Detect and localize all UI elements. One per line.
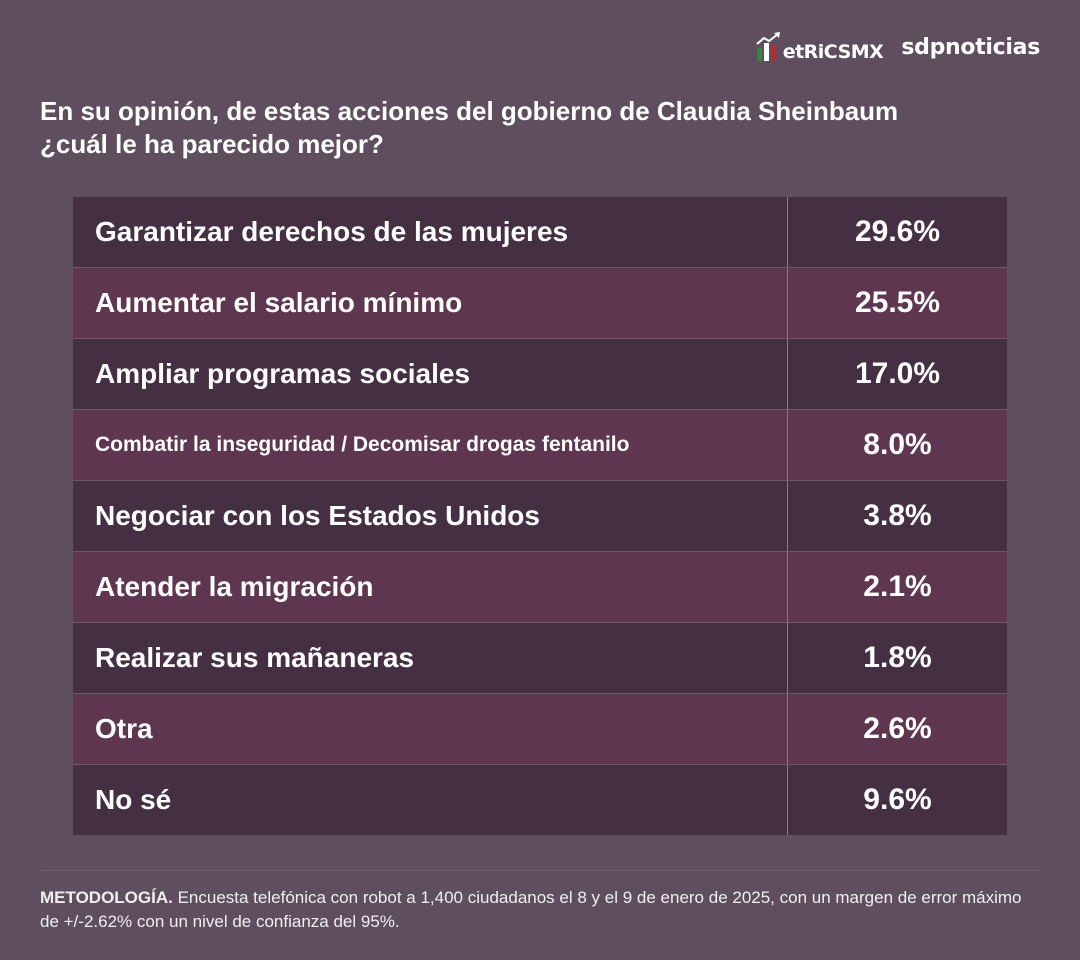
bar-chart-arrow-icon	[756, 32, 780, 61]
table-row: Ampliar programas sociales 17.0%	[73, 339, 1007, 410]
chart-title: En su opinión, de estas acciones del gob…	[40, 95, 1040, 161]
row-value: 2.1%	[863, 570, 932, 603]
metricsmx-logo: etRiCSMX	[756, 32, 884, 62]
table-row: Otra 2.6%	[73, 694, 1007, 765]
row-label: Negociar con los Estados Unidos	[73, 481, 788, 551]
row-value: 17.0%	[854, 357, 941, 390]
row-label: Aumentar el salario mínimo	[73, 268, 788, 338]
row-value: 2.6%	[863, 712, 932, 745]
table-row: Negociar con los Estados Unidos 3.8%	[73, 481, 1007, 552]
row-label: Atender la migración	[73, 552, 788, 622]
table-row: Combatir la inseguridad / Decomisar drog…	[73, 410, 1007, 481]
row-value: 8.0%	[863, 428, 932, 461]
row-value: 1.8%	[863, 641, 932, 674]
table-row: Garantizar derechos de las mujeres 29.6%	[73, 197, 1007, 268]
results-table: Garantizar derechos de las mujeres 29.6% A…	[73, 197, 1007, 835]
title-line-1: En su opinión, de estas acciones del gob…	[40, 96, 899, 126]
row-label: Ampliar programas sociales	[73, 339, 788, 409]
title-line-2: ¿cuál le ha parecido mejor?	[40, 129, 384, 159]
table-row: Atender la migración 2.1%	[73, 552, 1007, 623]
row-label: Realizar sus mañaneras	[73, 623, 788, 693]
methodology-text: Encuesta telefónica con robot a 1,400 ci…	[40, 888, 1022, 931]
metricsmx-logo-text: etRiCSMX	[782, 41, 884, 63]
logos: etRiCSMX sdpnoticias	[756, 32, 1040, 62]
row-value: 3.8%	[863, 499, 932, 532]
table-row: Realizar sus mañaneras 1.8%	[73, 623, 1007, 694]
table-row: No sé 9.6%	[73, 765, 1007, 835]
footer-divider	[40, 870, 1040, 871]
methodology-label: METODOLOGÍA.	[40, 888, 173, 907]
row-label: Combatir la inseguridad / Decomisar drog…	[73, 410, 788, 480]
row-value: 25.5%	[854, 286, 941, 319]
row-value: 9.6%	[863, 783, 932, 816]
methodology-note: METODOLOGÍA. Encuesta telefónica con rob…	[40, 886, 1040, 934]
table-row: Aumentar el salario mínimo 25.5%	[73, 268, 1007, 339]
row-label: Garantizar derechos de las mujeres	[73, 197, 788, 267]
row-label: Otra	[73, 694, 788, 764]
row-label: No sé	[73, 765, 788, 835]
sdpnoticias-logo: sdpnoticias	[901, 34, 1040, 60]
row-value: 29.6%	[854, 215, 941, 248]
